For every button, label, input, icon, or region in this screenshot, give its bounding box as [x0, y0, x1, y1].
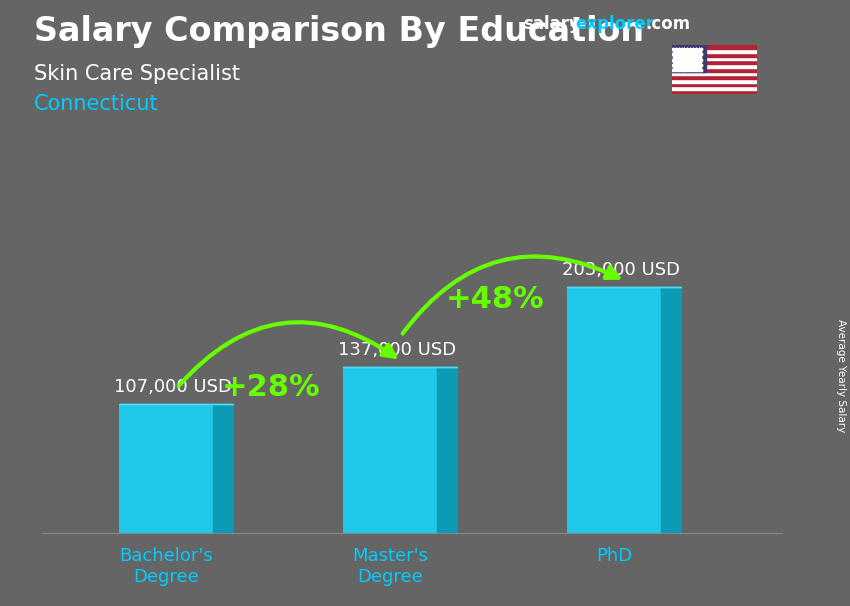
Bar — [672, 64, 756, 68]
Bar — [672, 45, 705, 72]
Text: Average Yearly Salary: Average Yearly Salary — [836, 319, 846, 432]
Bar — [672, 79, 756, 83]
Text: explorer: explorer — [575, 15, 654, 33]
Bar — [672, 49, 756, 53]
FancyBboxPatch shape — [343, 367, 437, 533]
Bar — [672, 61, 756, 64]
Polygon shape — [212, 404, 233, 533]
Bar — [672, 83, 756, 87]
Polygon shape — [661, 287, 681, 533]
Bar — [672, 45, 756, 49]
Bar — [672, 87, 756, 90]
Text: Salary Comparison By Education: Salary Comparison By Education — [34, 15, 644, 48]
Bar — [672, 72, 756, 75]
Text: Connecticut: Connecticut — [34, 94, 159, 114]
Text: 107,000 USD: 107,000 USD — [114, 378, 231, 396]
Bar — [672, 90, 756, 94]
FancyBboxPatch shape — [567, 287, 661, 533]
FancyBboxPatch shape — [119, 404, 212, 533]
Text: Skin Care Specialist: Skin Care Specialist — [34, 64, 240, 84]
Bar — [672, 56, 756, 61]
Text: salary: salary — [523, 15, 580, 33]
Text: 203,000 USD: 203,000 USD — [562, 261, 680, 279]
Text: .com: .com — [645, 15, 690, 33]
Polygon shape — [437, 367, 457, 533]
Text: +28%: +28% — [222, 373, 320, 402]
Bar — [672, 53, 756, 56]
Bar — [672, 75, 756, 79]
Text: 137,000 USD: 137,000 USD — [337, 341, 456, 359]
Text: +48%: +48% — [445, 285, 545, 314]
Bar — [672, 68, 756, 72]
